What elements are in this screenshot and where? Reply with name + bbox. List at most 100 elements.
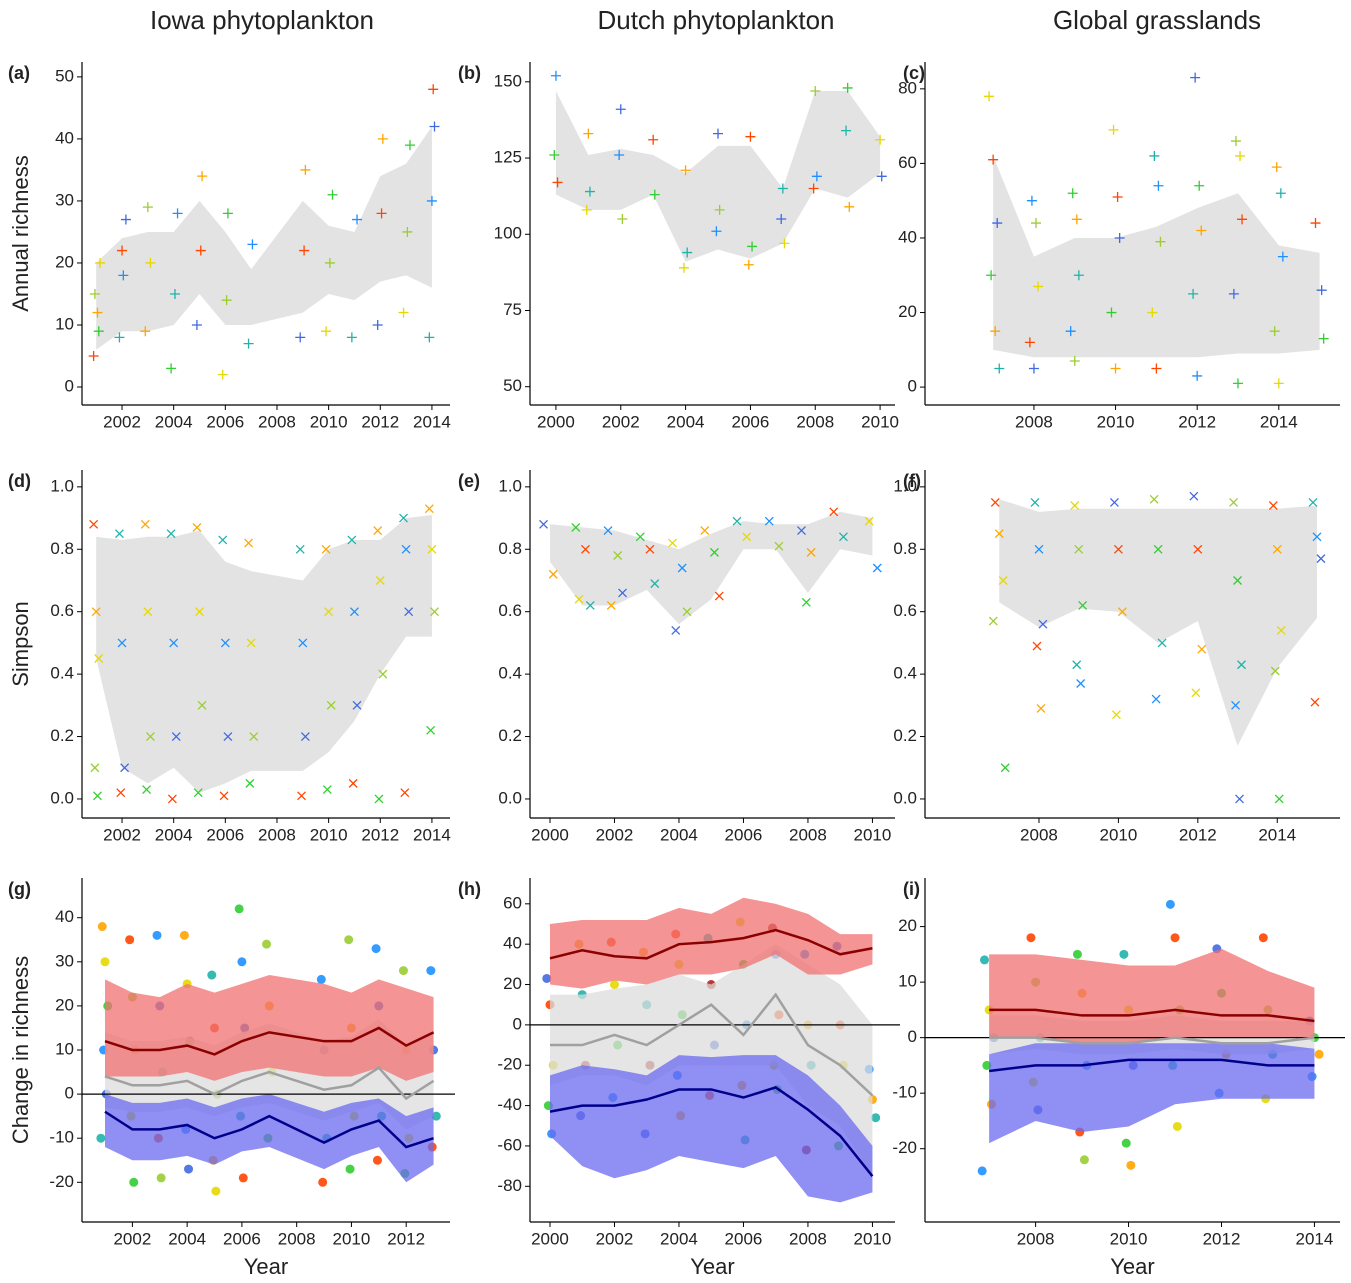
y-tick-label: 0 [513, 1014, 522, 1033]
y-tick-label: -40 [497, 1095, 522, 1114]
point [324, 257, 335, 268]
panel: 0.0 0.2 0.4 0.6 0.8 1.0 2000 2002 2004 2006 2008 20… [458, 470, 895, 844]
column-title: Iowa phytoplankton [150, 5, 374, 35]
point [1316, 285, 1327, 296]
y-tick-label: 20 [55, 252, 74, 271]
x-tick-label: 2008 [278, 1229, 316, 1248]
point [398, 966, 408, 976]
panel-label: (i) [903, 879, 920, 899]
point [426, 195, 437, 206]
x-tick-label: 2004 [667, 412, 705, 431]
point [1157, 638, 1167, 648]
point [1270, 666, 1280, 676]
y-tick-label: -20 [497, 1055, 522, 1074]
y-tick-label: 0.2 [893, 726, 917, 745]
x-tick-label: 2014 [1260, 412, 1298, 431]
point [262, 939, 272, 949]
point [299, 245, 310, 256]
panel-label: (d) [8, 471, 31, 491]
point [1232, 378, 1243, 389]
y-tick-label: -10 [49, 1128, 74, 1147]
point [221, 295, 232, 306]
y-tick-label: 125 [494, 148, 522, 167]
point [117, 245, 128, 256]
point [808, 183, 819, 194]
y-tick-label: -20 [49, 1172, 74, 1191]
point [1269, 326, 1280, 337]
point [1026, 195, 1037, 206]
x-tick-label: 2004 [155, 825, 193, 844]
point [1078, 600, 1088, 610]
point [431, 1111, 441, 1121]
x-axis-title: Year [690, 1254, 734, 1279]
point [645, 544, 655, 554]
x-tick-label: 2008 [789, 1229, 827, 1248]
point [247, 239, 258, 250]
point [374, 794, 384, 804]
point [1126, 1160, 1136, 1170]
point [776, 214, 787, 225]
point [400, 788, 410, 798]
panel: 0.0 0.2 0.4 0.6 0.8 1.0 2002 2004 2006 2008 2010 20… [8, 470, 451, 844]
panel: 0.0 0.2 0.4 0.6 0.8 1.0 2008 2010 2012 2014 (f) [893, 470, 1340, 844]
y-tick-label: 0.0 [50, 788, 74, 807]
point [1117, 607, 1127, 617]
point [871, 1113, 881, 1123]
x-tick-label: 2008 [789, 825, 827, 844]
point [777, 183, 788, 194]
point [1151, 363, 1162, 374]
point [152, 930, 162, 940]
point [402, 226, 413, 237]
point [120, 763, 130, 773]
point [1155, 236, 1166, 247]
x-tick-label: 2008 [258, 825, 296, 844]
point [114, 332, 125, 343]
point [348, 778, 358, 788]
point [169, 288, 180, 299]
point [648, 134, 659, 145]
y-tick-label: 60 [503, 893, 522, 912]
x-tick-label: 2008 [258, 412, 296, 431]
point [779, 238, 790, 249]
y-tick-label: 80 [898, 78, 917, 97]
point [550, 70, 561, 81]
y-tick-label: 0.8 [50, 539, 74, 558]
point [811, 171, 822, 182]
panel-label: (f) [903, 471, 921, 491]
point [404, 140, 415, 151]
point [404, 607, 414, 617]
point [298, 638, 308, 648]
point [617, 214, 628, 225]
y-tick-label: 0.6 [893, 601, 917, 620]
band [989, 948, 1315, 1044]
point [1193, 544, 1203, 554]
line [549, 928, 873, 960]
point [142, 785, 152, 795]
point [584, 186, 595, 197]
point [994, 529, 1004, 539]
point [678, 262, 689, 273]
point [1121, 1138, 1131, 1148]
point [1190, 72, 1201, 83]
x-tick-label: 2002 [602, 412, 640, 431]
point [549, 149, 560, 160]
point [120, 214, 131, 225]
y-tick-label: 0.4 [50, 664, 74, 683]
point [988, 616, 998, 626]
line [104, 1110, 434, 1149]
y-tick-label: 20 [898, 302, 917, 321]
band [549, 1055, 873, 1203]
point [649, 189, 660, 200]
point [1026, 933, 1036, 943]
point [539, 519, 549, 529]
point [1065, 326, 1076, 337]
x-tick-label: 2002 [103, 825, 141, 844]
point [184, 1164, 194, 1174]
point [614, 149, 625, 160]
x-tick-label: 2008 [796, 412, 834, 431]
point [92, 307, 103, 318]
point [998, 576, 1008, 585]
y-tick-label: 50 [55, 66, 74, 85]
point [1000, 763, 1010, 773]
point [838, 532, 848, 542]
